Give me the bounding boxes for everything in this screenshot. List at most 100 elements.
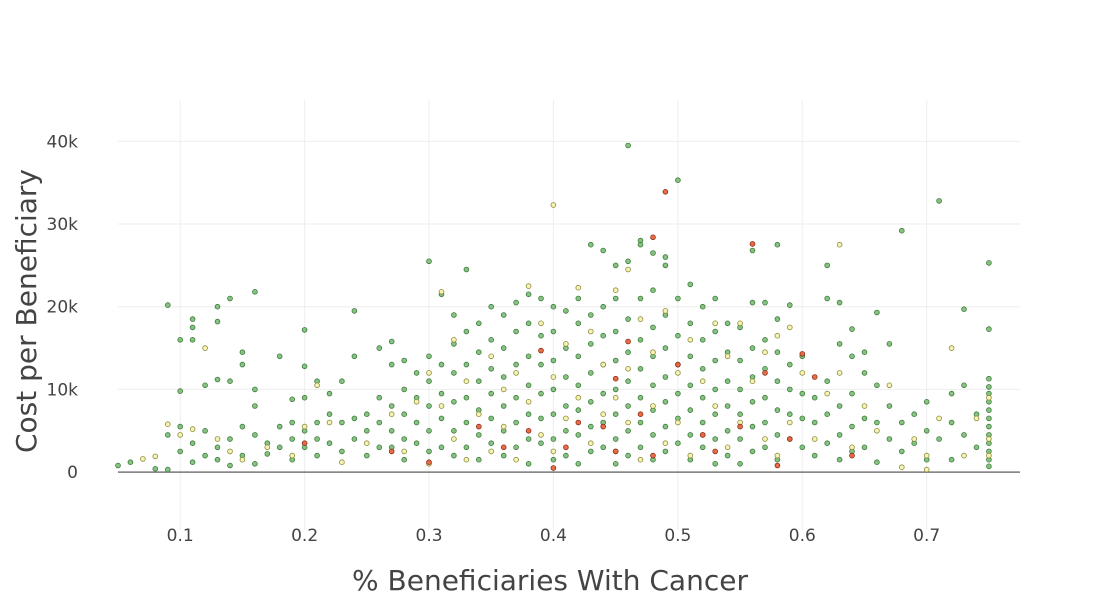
data-point-green[interactable]: [712, 411, 718, 418]
data-point-red[interactable]: [525, 427, 532, 434]
data-point-green[interactable]: [563, 308, 569, 314]
data-point-green[interactable]: [438, 361, 445, 368]
data-point-green[interactable]: [575, 407, 582, 413]
data-point-cream[interactable]: [513, 456, 519, 463]
data-point-green[interactable]: [737, 436, 743, 442]
data-point-red[interactable]: [650, 234, 656, 241]
data-point-green[interactable]: [513, 299, 519, 306]
data-point-cream[interactable]: [388, 411, 395, 418]
data-point-green[interactable]: [550, 411, 557, 418]
data-point-cream[interactable]: [923, 452, 930, 459]
data-point-cream[interactable]: [625, 266, 631, 273]
data-point-green[interactable]: [388, 361, 395, 368]
data-point-green[interactable]: [986, 384, 992, 390]
data-point-green[interactable]: [189, 440, 196, 447]
data-point-red[interactable]: [749, 241, 756, 247]
data-point-green[interactable]: [488, 303, 495, 310]
data-point-green[interactable]: [513, 328, 519, 335]
data-point-green[interactable]: [874, 382, 880, 389]
data-point-green[interactable]: [600, 332, 606, 339]
data-point-cream[interactable]: [363, 440, 370, 447]
data-point-green[interactable]: [625, 258, 631, 265]
data-point-green[interactable]: [986, 415, 992, 422]
data-point-green[interactable]: [189, 336, 196, 343]
data-point-cream[interactable]: [637, 316, 644, 322]
data-point-cream[interactable]: [811, 436, 818, 442]
data-point-green[interactable]: [339, 378, 345, 385]
data-point-cream[interactable]: [886, 382, 893, 389]
data-point-cream[interactable]: [339, 459, 345, 466]
data-point-cream[interactable]: [525, 283, 532, 289]
data-point-green[interactable]: [986, 407, 992, 413]
data-point-green[interactable]: [948, 390, 955, 397]
data-point-cream[interactable]: [625, 419, 631, 426]
data-point-cream[interactable]: [326, 419, 333, 426]
data-point-green[interactable]: [525, 382, 532, 389]
data-point-cream[interactable]: [587, 328, 594, 335]
data-point-green[interactable]: [252, 432, 258, 438]
data-point-cream[interactable]: [986, 394, 992, 401]
data-point-green[interactable]: [849, 353, 855, 360]
data-point-red[interactable]: [675, 361, 681, 368]
data-point-cream[interactable]: [786, 419, 793, 426]
data-point-cream[interactable]: [986, 452, 992, 459]
data-point-green[interactable]: [762, 419, 768, 426]
data-point-green[interactable]: [239, 349, 246, 356]
data-point-green[interactable]: [724, 378, 731, 385]
data-point-green[interactable]: [849, 390, 855, 397]
data-point-red[interactable]: [563, 444, 569, 451]
data-point-green[interactable]: [662, 254, 669, 260]
data-point-green[interactable]: [115, 462, 121, 469]
data-point-green[interactable]: [538, 332, 544, 339]
data-point-green[interactable]: [276, 423, 283, 430]
data-point-cream[interactable]: [824, 390, 830, 397]
data-point-green[interactable]: [774, 349, 781, 356]
data-point-green[interactable]: [351, 415, 358, 422]
data-point-green[interactable]: [252, 288, 258, 295]
data-point-cream[interactable]: [774, 452, 781, 459]
data-point-green[interactable]: [538, 390, 544, 397]
data-point-green[interactable]: [475, 432, 482, 438]
data-point-green[interactable]: [986, 375, 992, 382]
data-point-green[interactable]: [600, 390, 606, 397]
data-point-green[interactable]: [724, 452, 731, 459]
data-point-green[interactable]: [575, 460, 582, 467]
data-point-green[interactable]: [712, 295, 718, 302]
data-point-green[interactable]: [214, 376, 221, 383]
data-point-green[interactable]: [376, 419, 383, 426]
data-point-green[interactable]: [376, 345, 383, 351]
data-point-green[interactable]: [401, 456, 408, 463]
data-point-green[interactable]: [699, 336, 706, 343]
data-point-green[interactable]: [513, 444, 519, 451]
data-point-cream[interactable]: [227, 448, 233, 455]
data-point-green[interactable]: [413, 419, 420, 426]
data-point-red[interactable]: [500, 444, 507, 451]
data-point-green[interactable]: [587, 370, 594, 376]
data-point-green[interactable]: [401, 386, 408, 393]
data-point-cream[interactable]: [451, 436, 457, 442]
data-point-green[interactable]: [749, 423, 756, 430]
data-point-green[interactable]: [563, 374, 569, 380]
data-point-cream[interactable]: [140, 456, 146, 462]
data-point-green[interactable]: [587, 312, 594, 318]
data-point-green[interactable]: [662, 448, 669, 455]
data-point-red[interactable]: [612, 375, 619, 382]
data-point-green[interactable]: [388, 427, 395, 434]
data-point-green[interactable]: [264, 451, 271, 457]
data-point-green[interactable]: [699, 394, 706, 401]
data-point-green[interactable]: [724, 320, 731, 327]
data-point-cream[interactable]: [301, 423, 308, 430]
data-point-green[interactable]: [662, 262, 669, 269]
data-point-green[interactable]: [575, 320, 582, 327]
data-point-green[interactable]: [376, 394, 383, 401]
data-point-green[interactable]: [463, 394, 470, 401]
data-point-green[interactable]: [699, 419, 706, 426]
data-point-green[interactable]: [413, 440, 420, 447]
data-point-green[interactable]: [451, 452, 457, 459]
data-point-green[interactable]: [600, 247, 606, 254]
data-point-green[interactable]: [612, 411, 619, 418]
data-point-cream[interactable]: [662, 308, 669, 314]
data-point-green[interactable]: [500, 403, 507, 409]
data-point-green[interactable]: [625, 142, 631, 149]
data-point-green[interactable]: [961, 432, 967, 438]
